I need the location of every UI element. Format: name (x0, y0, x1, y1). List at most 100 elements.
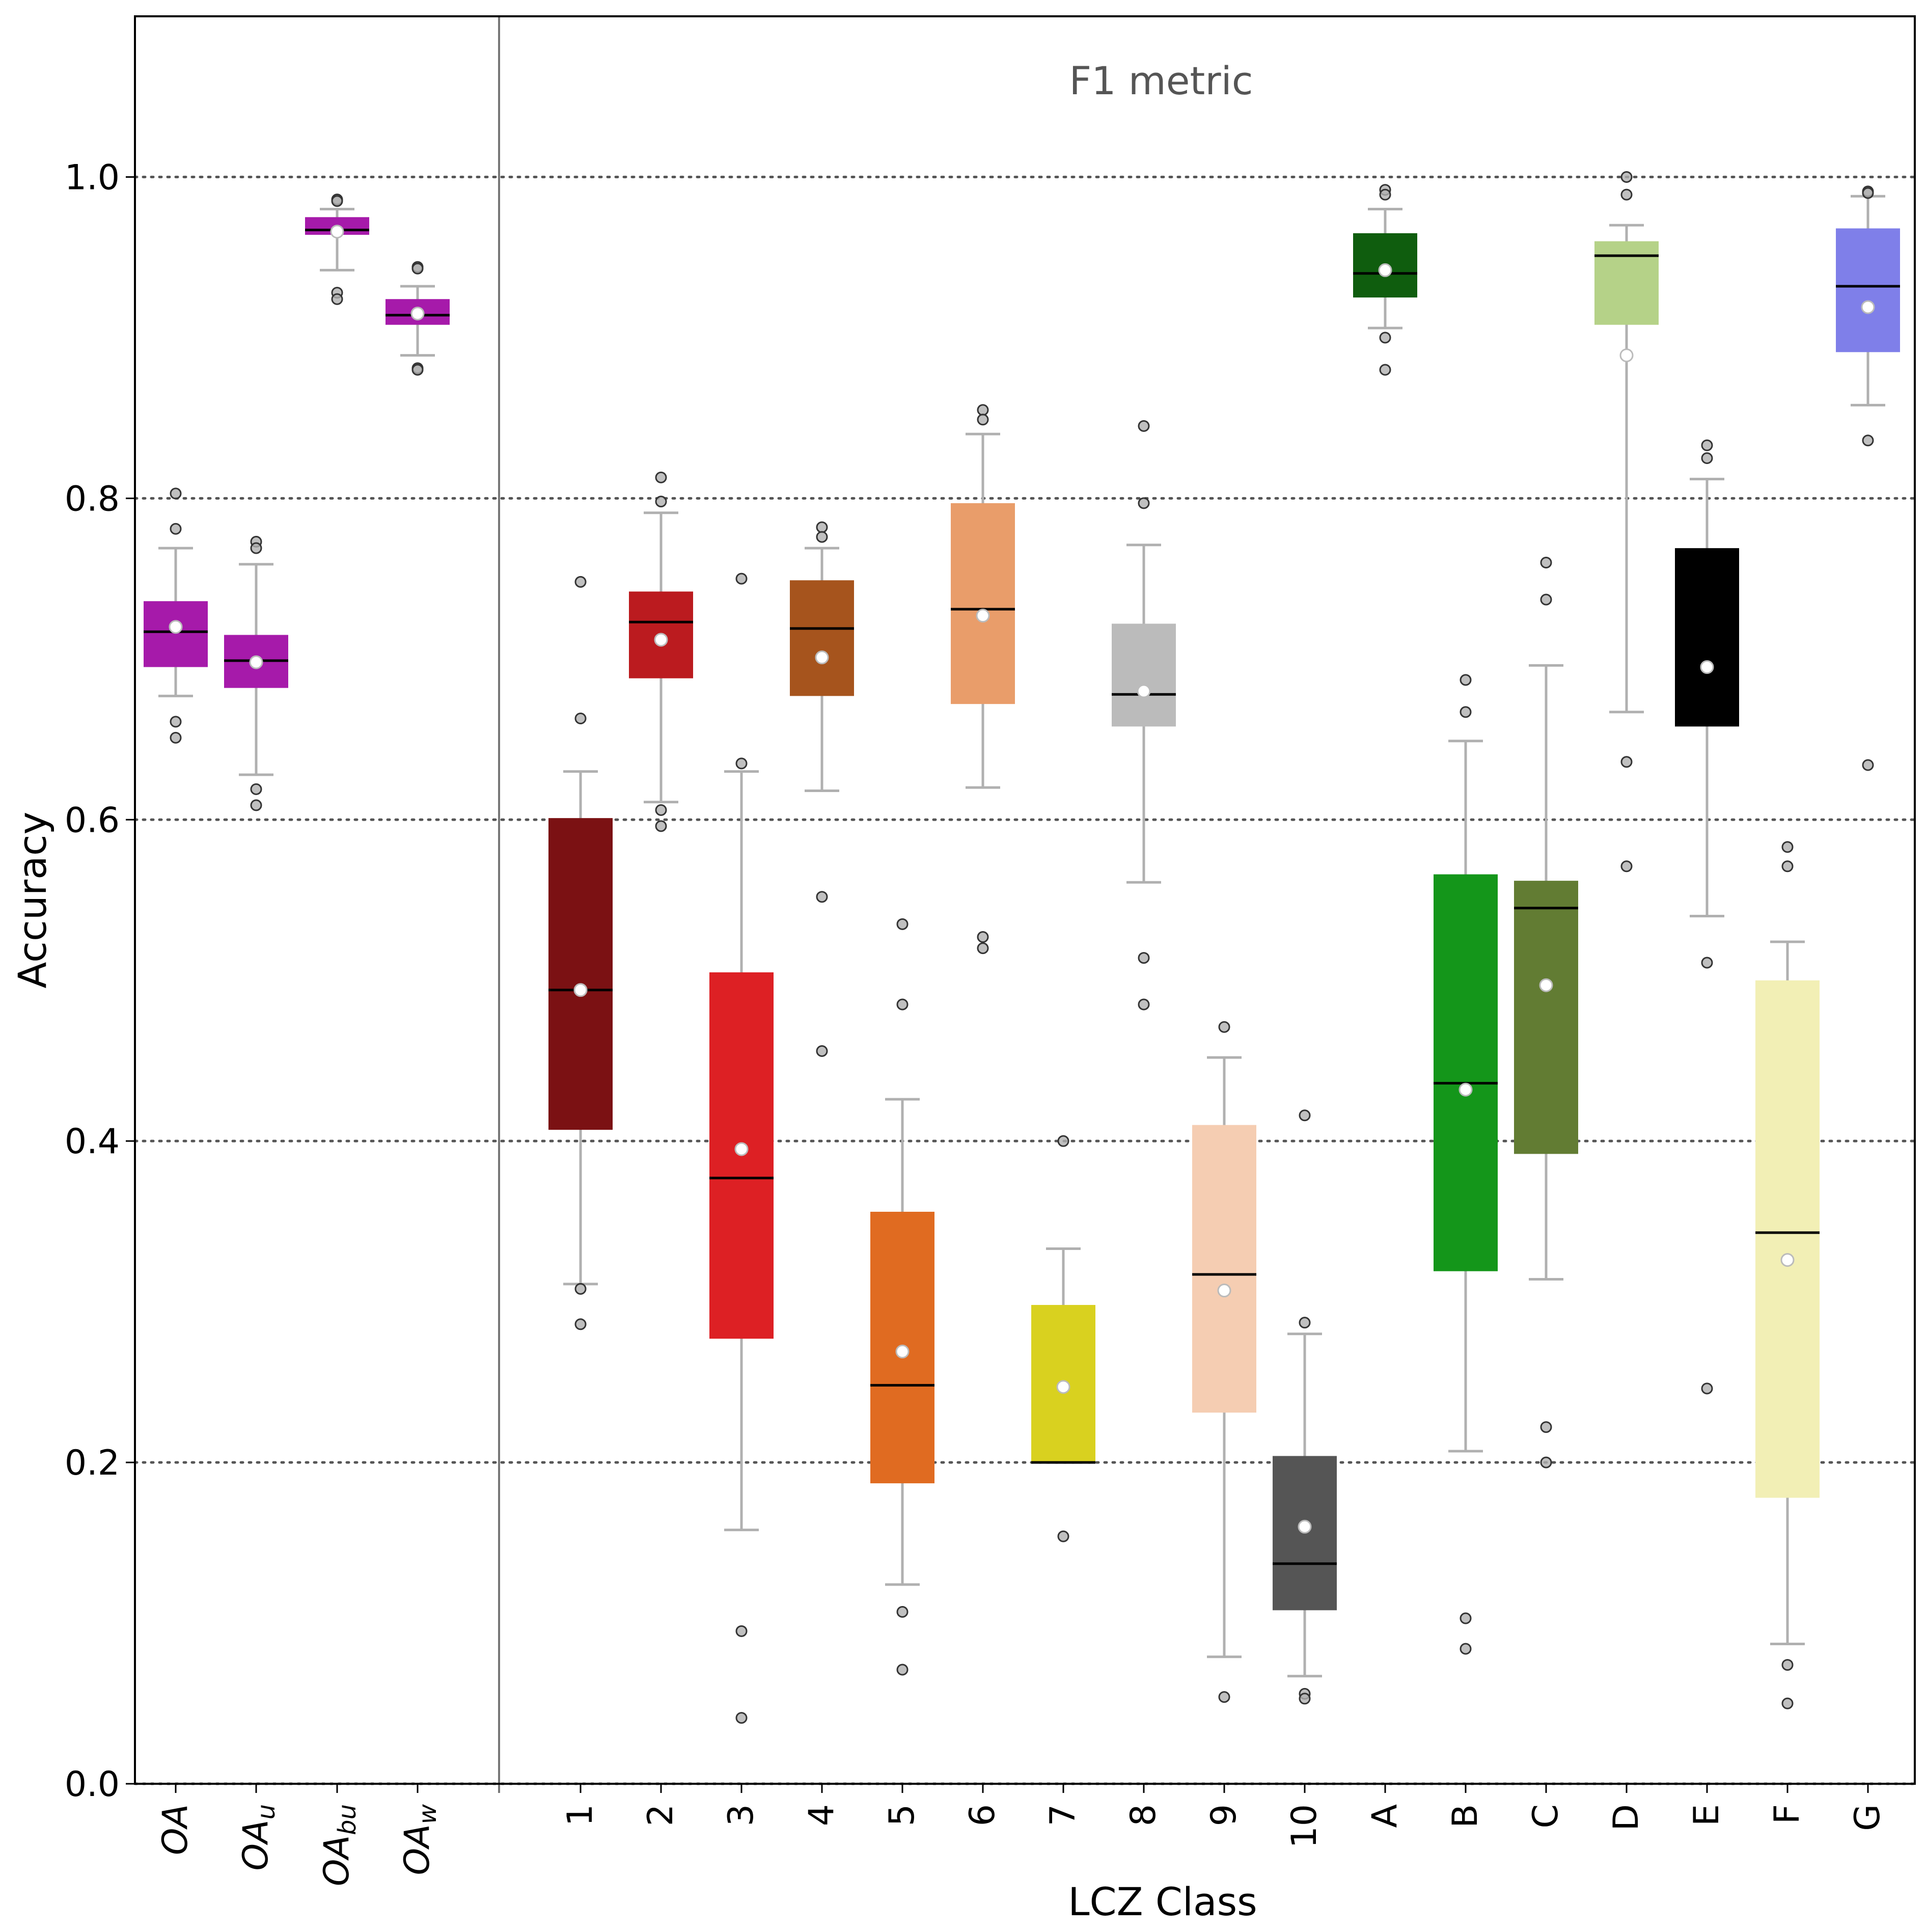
mean-point (895, 1344, 910, 1358)
mean-point (573, 983, 588, 997)
outlier-point (170, 487, 182, 500)
y-tick-label: 0.0 (65, 1764, 120, 1805)
outlier-point (1218, 1021, 1230, 1033)
x-tick-label: OAw (397, 1804, 442, 1875)
outlier-point (735, 1625, 748, 1637)
x-tick-label: G (1848, 1804, 1888, 1831)
chart-annotation: F1 metric (1069, 58, 1253, 103)
outlier-point (1862, 434, 1874, 447)
plot-frame (134, 15, 1916, 1785)
outlier-point (411, 364, 424, 376)
x-tick-label: 6 (962, 1804, 1003, 1826)
mean-point (1619, 348, 1634, 363)
mean-point (1298, 1519, 1312, 1534)
mean-point (169, 620, 183, 634)
mean-point (1861, 300, 1875, 314)
outlier-point (1460, 1643, 1472, 1655)
mean-point (1378, 263, 1392, 277)
box-6 (951, 404, 1015, 955)
box-body (548, 818, 613, 1130)
box-body (1112, 623, 1176, 727)
x-tick-label: 3 (721, 1804, 761, 1826)
box-5 (870, 918, 934, 1676)
x-tick-label: 4 (802, 1804, 842, 1826)
outlier-point (1138, 420, 1150, 432)
outlier-point (1862, 187, 1874, 199)
box-OA-bu (305, 194, 369, 305)
box-body (790, 580, 854, 696)
mean-point (734, 1142, 749, 1156)
outlier-point (977, 931, 989, 943)
outlier-point (1379, 188, 1391, 201)
outlier-point (1540, 557, 1552, 569)
box-plots (144, 171, 1900, 1724)
outlier-point (331, 293, 343, 305)
outlier-point (1781, 1697, 1794, 1709)
x-tick-label: OAu (236, 1804, 281, 1870)
box-10 (1273, 1109, 1337, 1705)
mean-point (1056, 1380, 1070, 1394)
mean-point (1700, 660, 1714, 674)
y-tick-label: 0.2 (65, 1443, 120, 1483)
outlier-point (655, 496, 667, 508)
outlier-point (896, 918, 909, 930)
mean-point (654, 633, 668, 647)
box-body (1514, 881, 1578, 1154)
outlier-point (977, 942, 989, 955)
box-2 (629, 471, 693, 832)
x-tick-label: C (1526, 1804, 1566, 1828)
x-tick-label: 9 (1204, 1804, 1244, 1826)
y-tick-label: 1.0 (65, 157, 120, 198)
outlier-point (735, 1712, 748, 1724)
outlier-point (655, 471, 667, 483)
box-OA-w (386, 261, 450, 376)
outlier-point (1057, 1530, 1069, 1542)
y-tick-label: 0.8 (65, 479, 120, 519)
mean-point (410, 307, 425, 321)
mean-point (330, 225, 344, 239)
outlier-point (1138, 497, 1150, 509)
outlier-point (411, 262, 424, 275)
box-9 (1192, 1021, 1256, 1703)
box-E (1675, 439, 1739, 1395)
outlier-point (816, 891, 828, 903)
outlier-point (1460, 706, 1472, 718)
mean-point (815, 650, 829, 665)
outlier-point (574, 576, 587, 588)
mean-point (1539, 978, 1553, 992)
outlier-point (1057, 1135, 1069, 1147)
outlier-point (816, 1045, 828, 1057)
mean-point (976, 609, 990, 623)
box-OA-u (224, 536, 288, 811)
box-body (1434, 874, 1498, 1271)
outlier-point (896, 1606, 909, 1618)
outlier-point (1299, 1317, 1311, 1329)
x-tick-label: A (1365, 1804, 1405, 1828)
box-body (1192, 1125, 1256, 1413)
outlier-point (1701, 1382, 1713, 1395)
x-tick-label-subscript: u (252, 1804, 281, 1819)
y-tick-label: 0.4 (65, 1122, 120, 1162)
outlier-point (574, 1318, 587, 1330)
box-B (1434, 674, 1498, 1655)
box-body (951, 503, 1015, 704)
mean-point (249, 655, 263, 669)
outlier-point (1218, 1691, 1230, 1703)
mean-point (1137, 684, 1151, 698)
outlier-point (816, 521, 828, 533)
outlier-point (1620, 860, 1633, 873)
outlier-point (735, 573, 748, 585)
box-1 (548, 576, 613, 1330)
outlier-point (574, 1283, 587, 1295)
y-tick-label: 0.6 (65, 800, 120, 840)
outlier-point (896, 1664, 909, 1676)
outlier-point (977, 404, 989, 416)
outlier-point (170, 716, 182, 728)
outlier-point (1862, 759, 1874, 771)
outlier-point (1620, 188, 1633, 201)
outlier-point (735, 757, 748, 770)
outlier-point (816, 531, 828, 543)
x-tick-label: 10 (1284, 1804, 1325, 1848)
outlier-point (170, 731, 182, 744)
